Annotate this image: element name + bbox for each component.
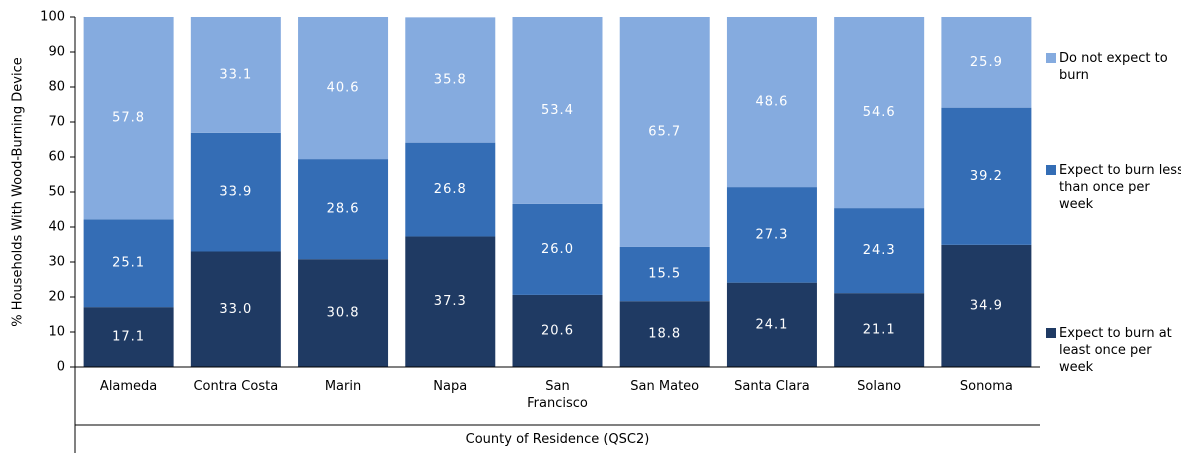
value-label: 25.9 xyxy=(970,55,1003,70)
value-label: 24.1 xyxy=(755,317,788,332)
x-tick-label: Alameda xyxy=(99,379,158,394)
bar-segment xyxy=(405,142,496,237)
legend-swatch xyxy=(1046,328,1056,338)
value-label: 33.0 xyxy=(219,302,252,317)
y-tick-label: 90 xyxy=(48,45,65,60)
x-tick-label: Sonoma xyxy=(959,379,1013,394)
value-label: 18.8 xyxy=(648,327,681,342)
value-label: 28.6 xyxy=(327,202,360,217)
bar-segment xyxy=(834,17,925,209)
value-label: 65.7 xyxy=(648,124,681,139)
legend-label: Expect to burn at least once per week xyxy=(1059,326,1172,375)
x-tick-label: Contra Costa xyxy=(193,379,279,394)
x-tick-label: Marin xyxy=(324,379,362,394)
bar-segment xyxy=(83,307,174,367)
bar-segment xyxy=(298,259,389,367)
value-label: 27.3 xyxy=(755,227,788,242)
value-label: 37.3 xyxy=(434,294,467,309)
bar-segment xyxy=(619,246,710,302)
y-tick-label: 0 xyxy=(57,360,65,375)
value-label: 20.6 xyxy=(541,323,574,338)
y-tick-label: 20 xyxy=(48,290,65,305)
bar-segment xyxy=(834,293,925,367)
value-label: 57.8 xyxy=(112,111,145,126)
y-axis-label: % Households With Wood-Burning Device xyxy=(11,57,26,327)
value-label: 24.3 xyxy=(863,243,896,258)
bar-segment xyxy=(619,17,710,247)
bar-segment xyxy=(941,244,1032,367)
bar-segment xyxy=(834,208,925,294)
x-tick-label: San Mateo xyxy=(630,379,700,394)
value-label: 48.6 xyxy=(755,95,788,110)
bar-segment xyxy=(941,107,1032,245)
y-tick-label: 70 xyxy=(48,115,65,130)
x-tick-label: Solano xyxy=(857,379,902,394)
bar-segment xyxy=(405,17,496,143)
bar-segment xyxy=(941,17,1032,108)
value-label: 35.8 xyxy=(434,73,467,88)
bar-segment xyxy=(405,236,496,367)
bar-segment xyxy=(512,294,603,367)
value-label: 34.9 xyxy=(970,298,1003,313)
bar-segment xyxy=(190,251,281,367)
legend-label: Do not expect to burn xyxy=(1059,51,1168,83)
bar-segment xyxy=(83,17,174,220)
y-tick-label: 50 xyxy=(48,185,65,200)
bar-segment xyxy=(512,17,603,204)
value-label: 26.8 xyxy=(434,182,467,197)
value-label: 21.1 xyxy=(863,323,896,338)
value-label: 33.9 xyxy=(219,185,252,200)
bar-segment xyxy=(190,17,281,133)
x-axis-label: County of Residence (QSC2) xyxy=(465,432,650,447)
bar-segment xyxy=(298,17,389,160)
x-tick-label: Santa Clara xyxy=(734,379,810,394)
bar-segment xyxy=(726,282,817,367)
y-tick-label: 100 xyxy=(40,10,65,25)
value-label: 30.8 xyxy=(327,306,360,321)
x-tick-label: Napa xyxy=(433,379,468,394)
value-label: 33.1 xyxy=(219,67,252,82)
value-label: 53.4 xyxy=(541,103,574,118)
y-tick-label: 60 xyxy=(48,150,65,165)
y-tick-label: 40 xyxy=(48,220,65,235)
y-tick-label: 80 xyxy=(48,80,65,95)
y-tick-label: 10 xyxy=(48,325,65,340)
value-label: 54.6 xyxy=(863,105,896,120)
legend-label: Expect to burn less than once per week xyxy=(1059,163,1181,212)
legend-swatch xyxy=(1046,165,1056,175)
value-label: 40.6 xyxy=(327,81,360,96)
value-label: 39.2 xyxy=(970,169,1003,184)
bar-segment xyxy=(619,301,710,367)
value-label: 17.1 xyxy=(112,330,145,345)
value-label: 15.5 xyxy=(648,267,681,282)
bar-segment xyxy=(512,203,603,295)
bar-segment xyxy=(83,219,174,308)
x-tick-label: San Francisco xyxy=(527,379,588,411)
value-label: 25.1 xyxy=(112,256,145,271)
bar-segment xyxy=(190,132,281,252)
y-tick-label: 30 xyxy=(48,255,65,270)
legend-swatch xyxy=(1046,53,1056,63)
bar-segment xyxy=(298,159,389,260)
bar-segment xyxy=(726,17,817,188)
bar-segment xyxy=(726,187,817,283)
value-label: 26.0 xyxy=(541,242,574,257)
